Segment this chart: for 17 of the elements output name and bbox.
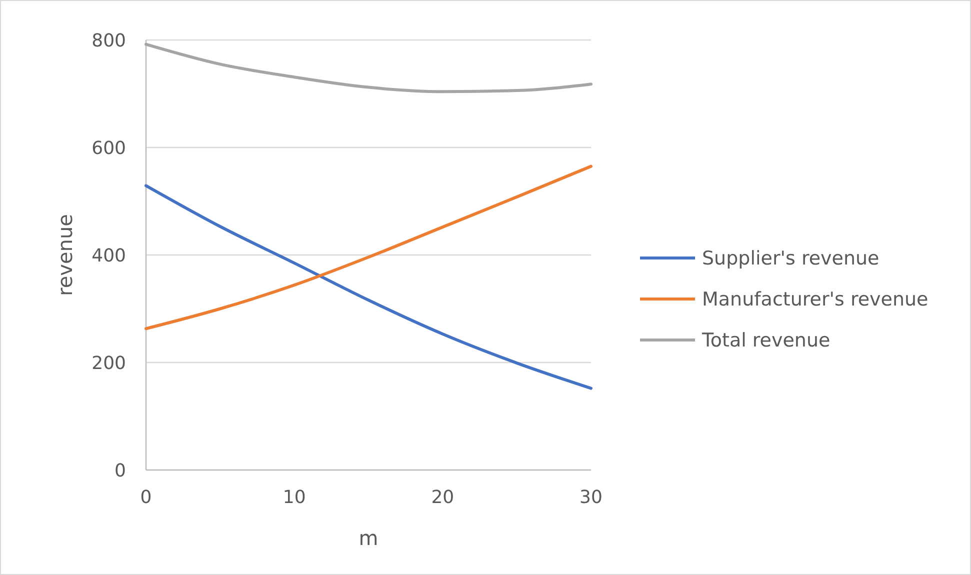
x-tick-label: 0 bbox=[140, 487, 152, 508]
x-tick-label: 20 bbox=[431, 487, 454, 508]
x-tick-label: 30 bbox=[580, 487, 602, 508]
y-tick-label: 800 bbox=[92, 30, 126, 52]
legend-label: Supplier's revenue bbox=[702, 248, 880, 270]
line-series bbox=[144, 42, 592, 94]
x-tick-label: 10 bbox=[282, 487, 306, 508]
x-axis-title: m bbox=[358, 526, 378, 550]
y-tick-label: 0 bbox=[114, 460, 126, 482]
y-tick-label: 600 bbox=[92, 138, 126, 159]
legend-label: Total revenue bbox=[701, 330, 830, 352]
y-tick-label: 400 bbox=[92, 245, 126, 266]
y-tick-label: 200 bbox=[92, 352, 126, 374]
y-axis-title: revenue bbox=[53, 214, 77, 296]
legend-label: Manufacturer's revenue bbox=[702, 288, 928, 311]
line-series bbox=[144, 164, 592, 330]
line-series bbox=[144, 184, 592, 390]
